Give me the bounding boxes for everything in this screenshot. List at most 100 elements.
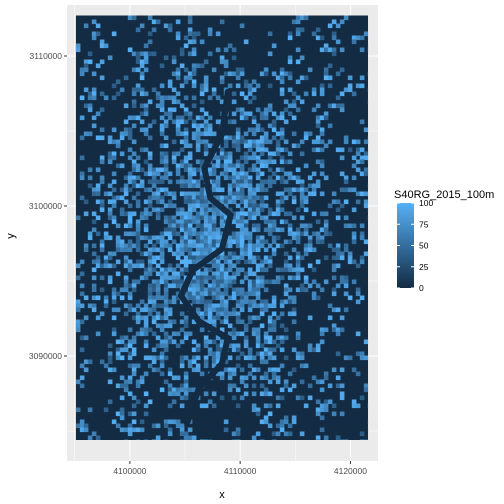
raster-cell (163, 119, 169, 125)
raster-cell (307, 131, 313, 137)
raster-cell (275, 175, 281, 181)
raster-cell (239, 71, 245, 77)
raster-cell (331, 327, 337, 333)
raster-cell (331, 367, 337, 373)
raster-cell (139, 71, 145, 77)
raster-cell (343, 291, 349, 297)
raster-cell (247, 235, 253, 241)
raster-cell (203, 147, 209, 153)
raster-cell (75, 275, 81, 281)
raster-cell (255, 267, 261, 273)
raster-cell (151, 299, 157, 305)
raster-cell (279, 275, 285, 281)
raster-cell (215, 239, 221, 245)
raster-cell (127, 203, 133, 209)
raster-cell (279, 175, 285, 181)
raster-cell (215, 175, 221, 181)
raster-cell (251, 119, 257, 125)
raster-cell (331, 307, 337, 313)
raster-cell (155, 287, 161, 293)
raster-cell (191, 231, 197, 237)
raster-cell (263, 195, 269, 201)
raster-cell (99, 239, 105, 245)
raster-cell (143, 319, 149, 325)
raster-cell (207, 239, 213, 245)
raster-cell (135, 303, 141, 309)
raster-cell (175, 331, 181, 337)
raster-cell (227, 167, 233, 173)
raster-cell (163, 299, 169, 305)
raster-cell (99, 179, 105, 185)
raster-cell (115, 79, 121, 85)
raster-cell (275, 227, 281, 233)
raster-cell (335, 103, 341, 109)
raster-cell (311, 147, 317, 153)
raster-cell (227, 151, 233, 157)
raster-cell (291, 347, 297, 353)
raster-cell (115, 247, 121, 253)
raster-cell (123, 175, 129, 181)
raster-cell (147, 263, 153, 269)
raster-cell (295, 335, 301, 341)
raster-cell (87, 175, 93, 181)
raster-cell (267, 423, 273, 429)
raster-cell (207, 299, 213, 305)
raster-cell (191, 251, 197, 257)
raster-cell (107, 343, 113, 349)
raster-cell (175, 231, 181, 237)
raster-cell (299, 255, 305, 261)
raster-cell (147, 211, 153, 217)
raster-cell (131, 115, 137, 121)
raster-cell (339, 187, 345, 193)
raster-cell (323, 327, 329, 333)
raster-cell (95, 435, 101, 440)
raster-cell (239, 91, 245, 97)
raster-cell (271, 251, 277, 257)
raster-cell (75, 423, 81, 429)
raster-cell (151, 295, 157, 301)
raster-cell (367, 139, 369, 145)
raster-cell (283, 171, 289, 177)
raster-cell (195, 211, 201, 217)
raster-cell (179, 259, 185, 265)
raster-cell (231, 191, 237, 197)
raster-cell (175, 255, 181, 261)
raster-cell (315, 379, 321, 385)
raster-cell (111, 155, 117, 161)
raster-cell (243, 203, 249, 209)
raster-cell (215, 351, 221, 357)
raster-cell (343, 87, 349, 93)
raster-cell (231, 91, 237, 97)
raster-cell (215, 187, 221, 193)
raster-cell (143, 111, 149, 117)
raster-cell (339, 19, 345, 25)
raster-cell (207, 347, 213, 353)
raster-cell (199, 107, 205, 113)
raster-cell (151, 303, 157, 309)
raster-cell (319, 87, 325, 93)
raster-cell (243, 95, 249, 101)
raster-cell (179, 423, 185, 429)
raster-cell (203, 127, 209, 133)
raster-cell (223, 139, 229, 145)
raster-cell (287, 275, 293, 281)
raster-cell (307, 239, 313, 245)
raster-cell (187, 171, 193, 177)
raster-cell (179, 115, 185, 121)
raster-cell (167, 307, 173, 313)
raster-cell (259, 215, 265, 221)
raster-cell (159, 343, 165, 349)
raster-cell (259, 263, 265, 269)
raster-cell (267, 351, 273, 357)
raster-cell (239, 395, 245, 401)
raster-cell (243, 295, 249, 301)
raster-cell (127, 231, 133, 237)
raster-cell (367, 43, 369, 49)
raster-cell (307, 383, 313, 389)
raster-cell (335, 283, 341, 289)
raster-cell (79, 71, 85, 77)
raster-cell (359, 75, 365, 81)
raster-cell (283, 299, 289, 305)
raster-cell (171, 283, 177, 289)
raster-cell (203, 343, 209, 349)
